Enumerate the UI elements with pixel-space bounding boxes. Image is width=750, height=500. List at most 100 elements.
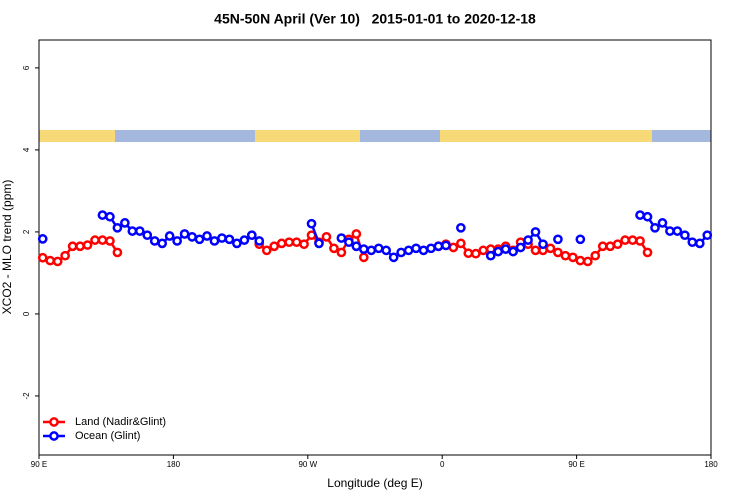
point (45, 255, 56, 266)
point (530, 245, 541, 256)
y-tick-label: 0 (22, 311, 31, 316)
point (239, 235, 250, 245)
y-tick-label: 6 (22, 65, 31, 70)
point (60, 250, 70, 261)
point (134, 226, 145, 236)
point (187, 231, 197, 242)
point (344, 237, 354, 248)
point (545, 243, 556, 254)
point (478, 245, 489, 256)
point (261, 245, 272, 256)
point (299, 239, 309, 250)
point (97, 235, 108, 245)
x-tick-label: 90 E (31, 460, 47, 469)
point (127, 226, 138, 236)
point (336, 233, 347, 243)
point (672, 226, 683, 236)
point (351, 229, 362, 239)
point (246, 230, 257, 241)
point (597, 241, 608, 252)
point (75, 241, 85, 252)
point (485, 250, 496, 261)
point (373, 243, 384, 254)
point (306, 218, 317, 229)
point (694, 238, 705, 249)
x-tick-label: 180 (704, 460, 718, 469)
point (463, 248, 474, 259)
point (269, 241, 280, 252)
x-tick-label: 0 (440, 460, 445, 469)
point (612, 239, 623, 250)
point (396, 247, 406, 258)
point (687, 237, 698, 248)
point (67, 241, 78, 252)
map-strip (39, 130, 711, 142)
plot-frame (38, 39, 712, 456)
point (590, 250, 601, 261)
x-tick-label: 90 W (298, 460, 317, 469)
point (37, 252, 48, 263)
x-axis-label: Longitude (deg E) (327, 476, 422, 490)
point (448, 242, 459, 253)
y-axis-label: XCO2 - MLO trend (ppm) (0, 180, 14, 315)
point (620, 235, 630, 245)
point (411, 243, 421, 254)
point (276, 238, 287, 249)
point (358, 252, 369, 263)
point (157, 238, 168, 249)
point (351, 241, 362, 252)
legend-label: Land (Nadir&Glint) (75, 416, 166, 428)
point (52, 256, 63, 267)
point (224, 234, 235, 245)
point (90, 235, 100, 245)
point (314, 238, 324, 249)
point (120, 218, 130, 228)
point (508, 246, 518, 257)
point (82, 240, 93, 250)
point (642, 247, 653, 258)
point (321, 231, 332, 242)
point (657, 218, 668, 228)
point (523, 235, 533, 245)
point (582, 256, 593, 267)
y-tick-label: -2 (22, 392, 31, 400)
point (575, 234, 586, 245)
point (441, 240, 451, 251)
y-tick-label: 2 (22, 229, 31, 234)
legend-marker (49, 417, 59, 427)
point (426, 243, 436, 254)
point (254, 236, 265, 246)
point (500, 244, 511, 254)
point (702, 230, 713, 241)
point (635, 210, 645, 220)
point (172, 236, 182, 246)
point (358, 244, 369, 254)
point (112, 247, 123, 258)
y-tick-label: 4 (22, 147, 31, 152)
point (470, 248, 481, 259)
point (112, 222, 123, 233)
point (105, 211, 115, 222)
point (635, 236, 645, 246)
point (209, 236, 220, 246)
point (515, 242, 526, 253)
point (553, 234, 563, 245)
point (627, 235, 638, 245)
point (650, 222, 660, 233)
point (105, 236, 115, 246)
point (232, 238, 242, 249)
point (418, 245, 429, 256)
point (568, 252, 578, 263)
point (456, 222, 466, 233)
point (560, 250, 571, 261)
point (605, 241, 616, 252)
point (433, 241, 444, 252)
point (97, 210, 108, 220)
point (366, 245, 377, 256)
point (149, 236, 160, 246)
point (575, 255, 586, 266)
point (142, 230, 153, 241)
point (381, 245, 392, 256)
point (493, 246, 504, 257)
